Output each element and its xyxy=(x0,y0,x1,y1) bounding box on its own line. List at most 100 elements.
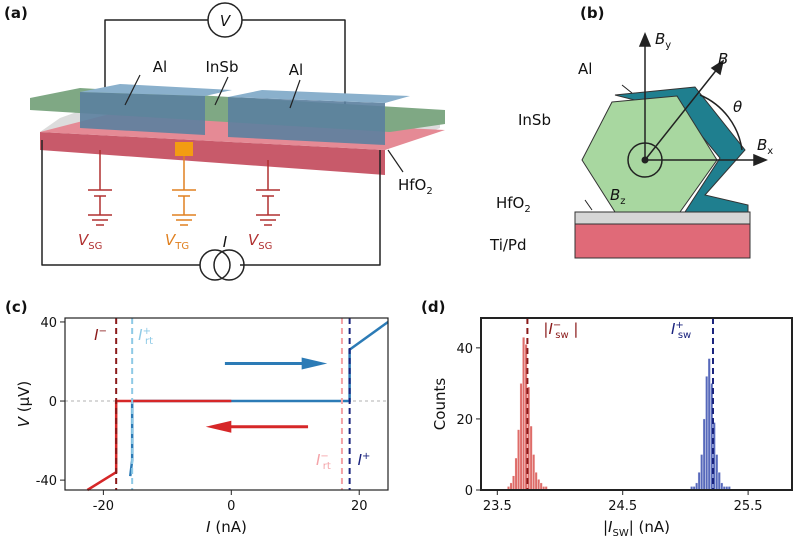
hist-bar xyxy=(539,482,543,491)
hist-bar xyxy=(695,482,699,491)
panel-label: (c) xyxy=(5,298,28,316)
hist-bar xyxy=(697,472,701,491)
x-tick-label: 25.5 xyxy=(734,499,763,514)
hist-bar xyxy=(700,454,704,491)
marker-label: I+ sw xyxy=(671,320,691,341)
x-tick-label: 23.5 xyxy=(483,499,512,514)
panel-label: (d) xyxy=(421,298,445,316)
gate-label-t: V xyxy=(248,231,260,249)
y-axis-label: V (µV) xyxy=(15,381,33,428)
marker-label-t: I xyxy=(138,326,143,344)
y-tick-label: 40 xyxy=(40,316,57,331)
cross-section-diagram xyxy=(574,32,768,259)
dielectric-label: HfO2 xyxy=(496,194,531,215)
x-axis-label-rest: | (nA) xyxy=(629,518,670,536)
sweep-arrow-head xyxy=(301,357,328,370)
x-axis-label-t: I xyxy=(206,518,211,536)
dielectric-label-t: HfO xyxy=(398,176,426,194)
gate-label: Ti/Pd xyxy=(489,236,527,254)
panel-label: (a) xyxy=(4,4,28,22)
y-tick-label: 0 xyxy=(465,484,473,499)
x-axis-label-t: |I xyxy=(603,518,613,536)
hist-bar xyxy=(514,457,518,491)
gate-label: VSG xyxy=(248,231,272,252)
x-axis-label: |ISW| (nA) xyxy=(603,518,670,539)
x-axis-label-sub: SW xyxy=(612,528,628,539)
hist-bar xyxy=(512,475,516,491)
hist-bar xyxy=(715,454,719,491)
theta-label: θ xyxy=(733,98,742,116)
marker-label-sub: rt xyxy=(145,336,153,347)
al-label: Al xyxy=(578,60,592,78)
current-label: I xyxy=(223,233,228,251)
by-label-t: B xyxy=(655,30,665,48)
by-label: By xyxy=(655,30,671,51)
hist-bar xyxy=(534,472,538,491)
y-axis-label: Counts xyxy=(431,378,449,431)
marker-label-sup: + xyxy=(143,326,151,337)
hist-bar xyxy=(532,454,536,491)
insb-label: InSb xyxy=(206,58,239,76)
bx-label-t: B xyxy=(757,136,767,154)
hist-bar xyxy=(720,482,724,491)
y-axis-label-rest: (µV) xyxy=(15,381,33,417)
x-tick-label: 24.5 xyxy=(608,499,637,514)
al-label: Al xyxy=(289,61,303,79)
dielectric-label: HfO2 xyxy=(398,176,433,197)
marker-label-sup: + xyxy=(675,320,683,331)
panel-label: (b) xyxy=(580,4,604,22)
marker-label: I+ rt xyxy=(138,326,153,347)
x-tick-label: 20 xyxy=(351,499,368,514)
gate-label-t: V xyxy=(165,231,177,249)
hist-bar xyxy=(717,472,721,491)
x-tick-label: 0 xyxy=(227,499,235,514)
b-label: B xyxy=(718,50,728,68)
y-axis-label-t: V xyxy=(15,415,33,427)
bz-label: Bz xyxy=(610,186,626,207)
hist-bar xyxy=(517,429,521,491)
hist-bar xyxy=(702,418,706,491)
marker-label-t: I xyxy=(358,451,363,469)
gate-label-sub: SG xyxy=(258,241,272,252)
hist-bar xyxy=(519,383,523,491)
bx-label: Bx xyxy=(757,136,773,157)
marker-label-t: I xyxy=(671,320,676,338)
voltmeter-label: V xyxy=(220,12,232,30)
by-label-sub: y xyxy=(665,40,671,51)
hist-bar xyxy=(705,376,709,491)
marker-label: I+ xyxy=(358,451,371,469)
plot-frame xyxy=(480,317,793,491)
bz-label-t: B xyxy=(610,186,620,204)
bz-label-sub: z xyxy=(620,196,625,207)
marker-label-rest: | xyxy=(569,320,579,338)
marker-label-sub: rt xyxy=(323,461,331,472)
marker-label-t: I xyxy=(316,451,321,469)
plot-frame xyxy=(64,317,389,491)
hist-bar xyxy=(522,336,526,491)
hist-bar xyxy=(707,358,711,491)
hist-bar xyxy=(509,482,513,491)
marker-label: I− xyxy=(94,326,107,344)
x-axis-label: I (nA) xyxy=(206,518,247,536)
al-label: Al xyxy=(153,58,167,76)
insb-label: InSb xyxy=(518,111,551,129)
gate-label: VTG xyxy=(165,231,189,252)
y-tick-label: 0 xyxy=(49,395,57,410)
y-tick-label: -40 xyxy=(36,474,57,489)
sweep-arrow-head xyxy=(205,420,232,433)
hist-bar xyxy=(537,479,541,491)
hist-bar xyxy=(529,425,533,491)
marker-label: I− rt xyxy=(316,451,331,472)
y-tick-label: 20 xyxy=(456,413,473,428)
marker-label-sub: sw xyxy=(678,330,691,341)
marker-label-t: |I xyxy=(543,320,553,338)
dielectric-label-sub: 2 xyxy=(426,186,432,197)
marker-label-sub: sw xyxy=(555,330,568,341)
dielectric-label-sub: 2 xyxy=(524,204,530,215)
dielectric-label-t: HfO xyxy=(496,194,524,212)
device-diagram xyxy=(30,2,445,281)
marker-label-sup: − xyxy=(553,320,561,331)
gate-label: VSG xyxy=(78,231,102,252)
gate-label-t: V xyxy=(78,231,90,249)
